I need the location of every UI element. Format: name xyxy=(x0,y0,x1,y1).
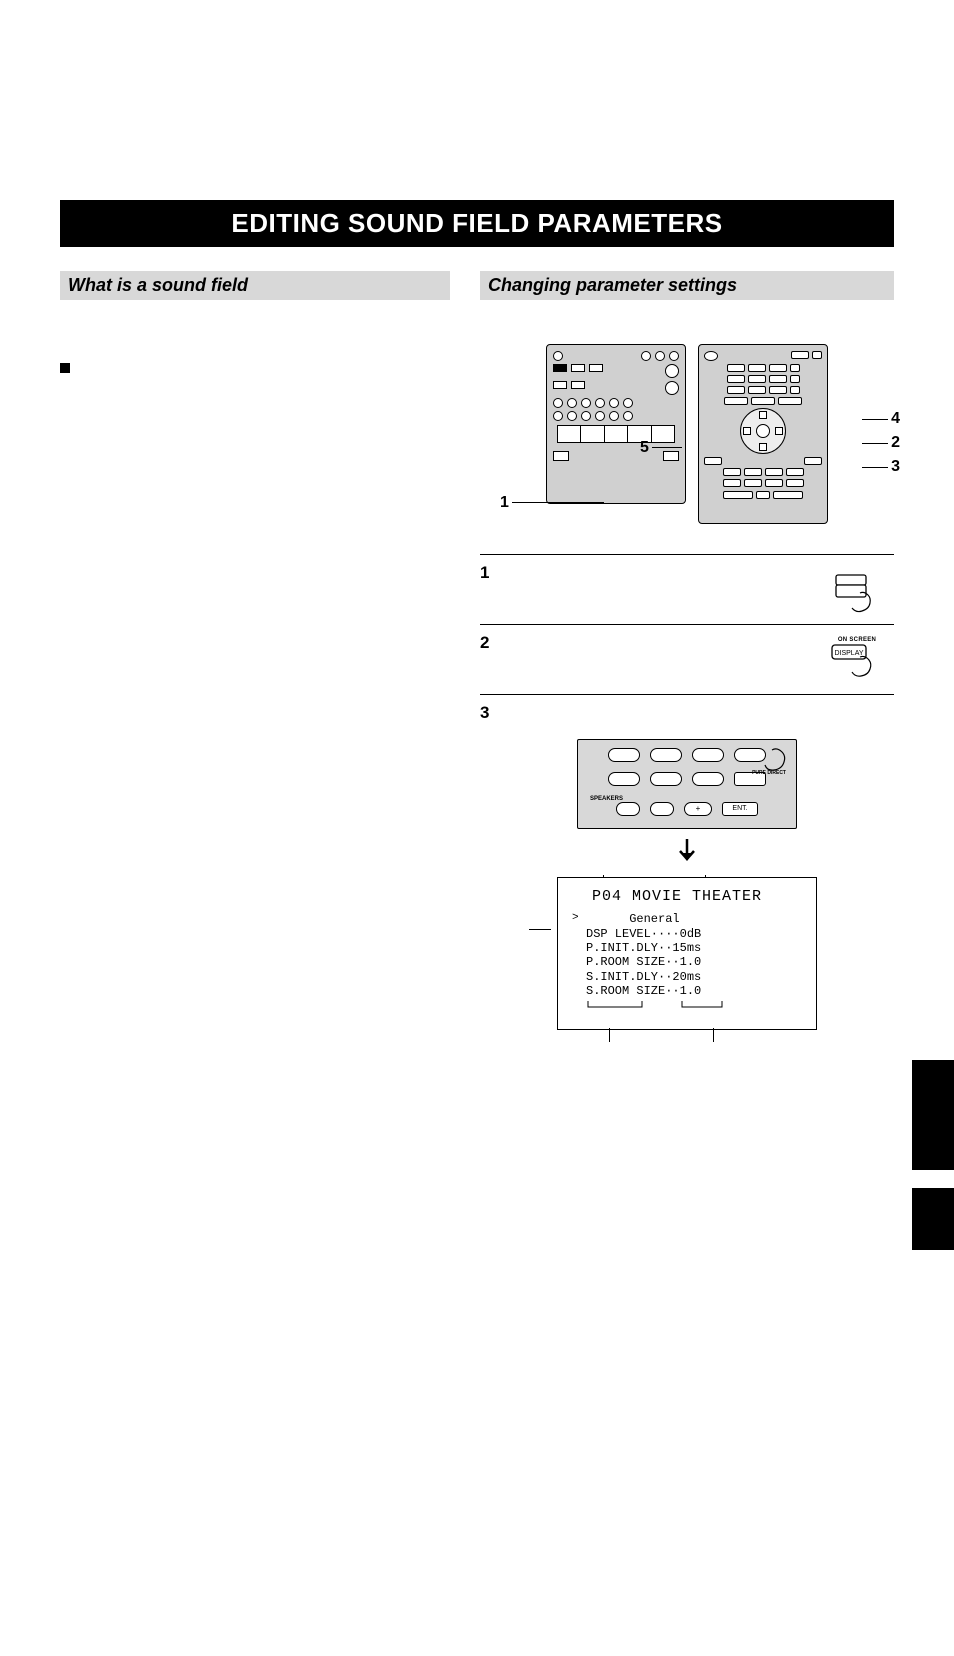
step-3: 3 xyxy=(480,694,894,729)
right-column: Changing parameter settings Intro paragr… xyxy=(480,271,894,1036)
panel-ent-btn: ENT. xyxy=(722,802,758,816)
left-bullet-row: Subheading text placeholder xyxy=(60,360,450,376)
panel-btn xyxy=(692,772,724,786)
step-3-num: 3 xyxy=(480,703,500,723)
step-2-display-icon: ON SCREEN DISPLAY xyxy=(830,637,884,684)
remote-front-panel xyxy=(546,344,686,504)
side-tab xyxy=(912,1188,954,1250)
step-1-num: 1 xyxy=(480,563,500,583)
left-body-continued xyxy=(60,387,450,947)
osd-line: DSP LEVEL····0dB xyxy=(586,927,701,941)
panel-plus-btn: + xyxy=(684,802,712,816)
osd-line: P.ROOM SIZE··1.0 xyxy=(586,955,701,969)
panel-btn xyxy=(650,748,682,762)
osd-cursor: > xyxy=(572,912,586,998)
panel-btn xyxy=(608,748,640,762)
left-column: What is a sound field Lorem ipsum placeh… xyxy=(60,271,450,1036)
step-1: 1 xyxy=(480,554,894,624)
panel-btn xyxy=(616,802,640,816)
panel-btn xyxy=(650,802,674,816)
side-tabs xyxy=(912,1060,954,1268)
callout-1: 1 xyxy=(500,494,509,512)
page-title-bar: EDITING SOUND FIELD PARAMETERS xyxy=(60,200,894,247)
square-bullet-icon xyxy=(60,363,70,373)
down-arrow-icon xyxy=(480,839,894,871)
osd-line: S.ROOM SIZE··1.0 xyxy=(586,984,701,998)
callout-3: 3 xyxy=(891,458,900,476)
osd-line: S.INIT.DLY··20ms xyxy=(586,970,701,984)
panel-btn xyxy=(734,748,766,762)
right-intro-text: Intro paragraph placeholder. xyxy=(480,314,894,330)
step-2-num: 2 xyxy=(480,633,500,653)
left-intro-text: Lorem ipsum placeholder body copy not le… xyxy=(60,314,450,346)
callout-2: 2 xyxy=(891,434,900,452)
display-btn-label: DISPLAY xyxy=(834,650,863,657)
remotes-illustration: 1 5 4 2 3 xyxy=(480,344,894,524)
panel-btn xyxy=(692,748,724,762)
callout-5: 5 xyxy=(640,439,649,457)
right-section-header: Changing parameter settings xyxy=(480,271,894,300)
panel-btn xyxy=(608,772,640,786)
panel-btn xyxy=(650,772,682,786)
side-tab xyxy=(912,1060,954,1170)
osd-title: P04 MOVIE THEATER xyxy=(572,888,802,906)
remote-handheld xyxy=(698,344,828,524)
osd-line: P.INIT.DLY··15ms xyxy=(586,941,701,955)
osd-screen: P04 MOVIE THEATER > General DSP LEVEL···… xyxy=(557,877,817,1029)
remote-button-panel: PURE DIRECT SPEAKERS + ENT. xyxy=(577,739,797,829)
step-2: 2 ON SCREEN DISPLAY xyxy=(480,624,894,694)
dpad-icon xyxy=(740,408,786,454)
callout-4: 4 xyxy=(891,410,900,428)
left-section-header: What is a sound field xyxy=(60,271,450,300)
step-1-switch-icon xyxy=(834,573,884,620)
left-bullet-text: Subheading text placeholder xyxy=(78,360,230,376)
osd-line: General xyxy=(586,912,701,926)
